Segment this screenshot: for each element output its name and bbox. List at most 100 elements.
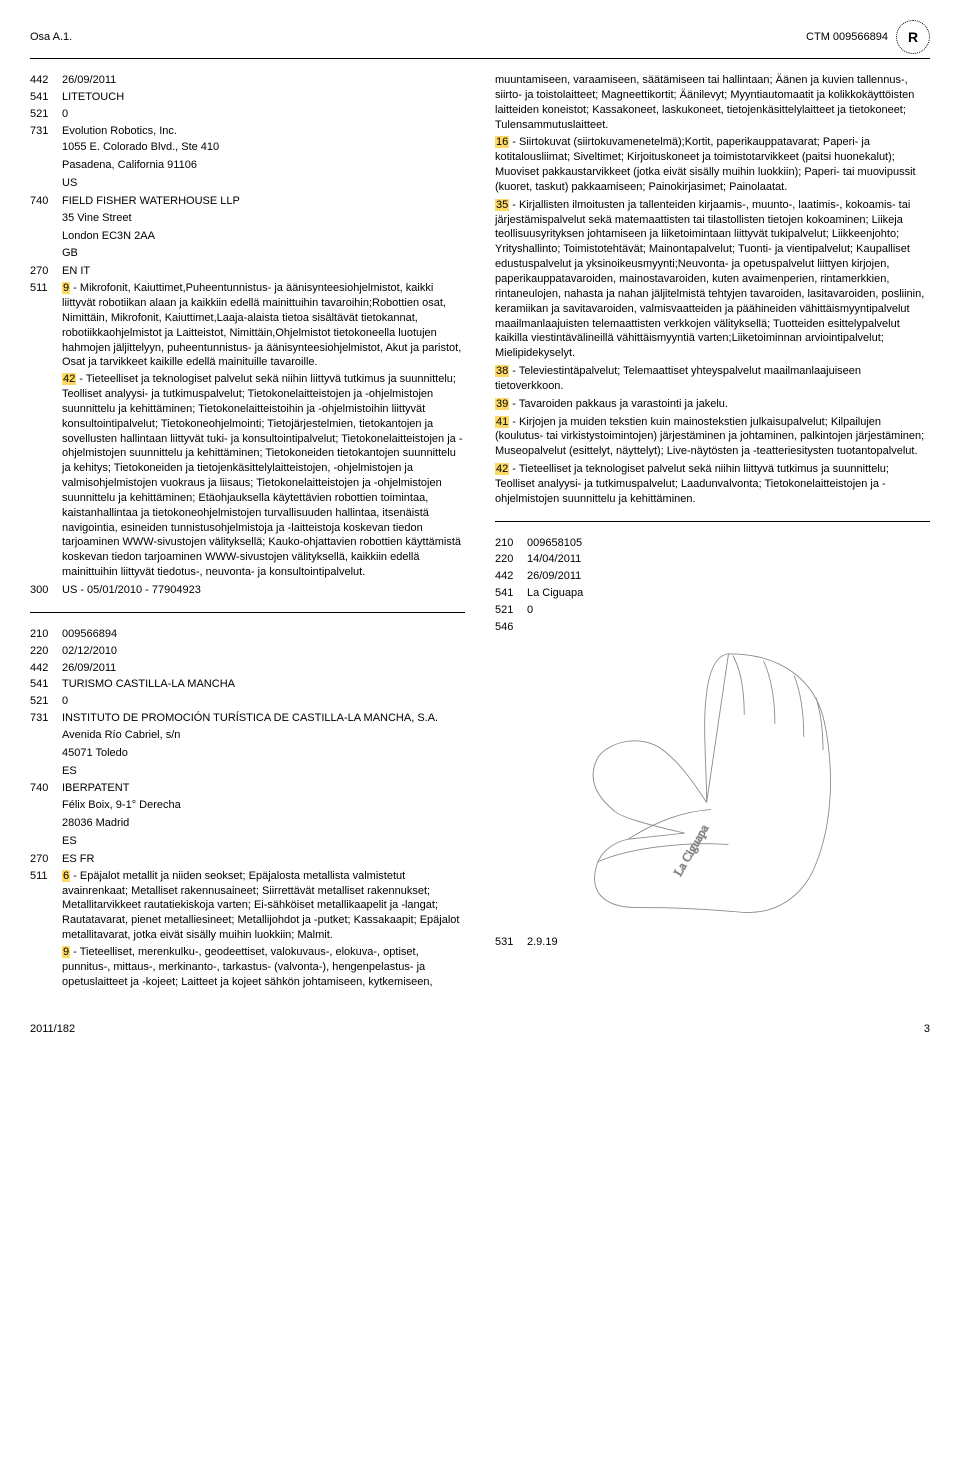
class-text: 42 - Tieteelliset ja teknologiset palvel… — [62, 372, 465, 580]
address-line: ES — [62, 764, 465, 779]
field-value: Evolution Robotics, Inc. — [62, 124, 465, 139]
field-value: 14/04/2011 — [527, 552, 930, 567]
field-value: 0 — [62, 694, 465, 709]
address-line: 45071 Toledo — [62, 746, 465, 761]
field-value: 26/09/2011 — [62, 73, 465, 88]
record-separator — [30, 612, 465, 613]
field-code: 521 — [30, 107, 62, 122]
field-code: 731 — [30, 124, 62, 139]
field-value — [527, 620, 930, 635]
class-number: 38 — [495, 365, 509, 377]
field-code: 521 — [30, 694, 62, 709]
content-columns: 44226/09/2011 541LITETOUCH 5210 731Evolu… — [30, 73, 930, 992]
class-text: 6 - Epäjalot metallit ja niiden seokset;… — [62, 869, 465, 943]
class-number: 9 — [62, 282, 70, 294]
field-code: 731 — [30, 711, 62, 726]
left-column: 44226/09/2011 541LITETOUCH 5210 731Evolu… — [30, 73, 465, 992]
address-line: US — [62, 176, 465, 191]
field-value: ES FR — [62, 852, 465, 867]
class-body: - Kirjojen ja muiden tekstien kuin maino… — [495, 416, 924, 458]
page-footer: 2011/182 3 — [30, 1022, 930, 1037]
header-left: Osa A.1. — [30, 30, 72, 45]
svg-text:La Ciguapa: La Ciguapa — [671, 821, 712, 878]
class-number: 35 — [495, 199, 509, 211]
field-value: US - 05/01/2010 - 77904923 — [62, 583, 465, 598]
field-code: 442 — [30, 73, 62, 88]
class-body: - Kirjallisten ilmoitusten ja tallenteid… — [495, 199, 924, 359]
address-line: Avenida Río Cabriel, s/n — [62, 728, 465, 743]
field-code: 442 — [495, 569, 527, 584]
field-value: 009566894 — [62, 627, 465, 642]
class-body: - Tavaroiden pakkaus ja varastointi ja j… — [509, 398, 728, 410]
class-body: - Televiestintäpalvelut; Telemaattiset y… — [495, 365, 861, 392]
field-value: LITETOUCH — [62, 90, 465, 105]
class-text: 35 - Kirjallisten ilmoitusten ja tallent… — [495, 198, 930, 361]
field-code: 531 — [495, 935, 527, 950]
field-code: 300 — [30, 583, 62, 598]
address-line: ES — [62, 834, 465, 849]
field-code: 220 — [495, 552, 527, 567]
header-right: CTM 009566894 — [806, 30, 888, 45]
record-separator — [495, 521, 930, 522]
field-code: 210 — [495, 536, 527, 551]
continuation-text: muuntamiseen, varaamiseen, säätämiseen t… — [495, 73, 930, 132]
address-line: Félix Boix, 9-1° Derecha — [62, 798, 465, 813]
right-column: muuntamiseen, varaamiseen, säätämiseen t… — [495, 73, 930, 992]
class-text: 16 - Siirtokuvat (siirtokuvamenetelmä);K… — [495, 135, 930, 194]
field-value: EN IT — [62, 264, 465, 279]
class-number: 39 — [495, 398, 509, 410]
field-value: TURISMO CASTILLA-LA MANCHA — [62, 677, 465, 692]
class-number: 41 — [495, 416, 509, 428]
field-value: INSTITUTO DE PROMOCIÓN TURÍSTICA DE CAST… — [62, 711, 465, 726]
class-body: - Tieteelliset ja teknologiset palvelut … — [495, 463, 889, 505]
field-code: 740 — [30, 194, 62, 209]
field-code: 210 — [30, 627, 62, 642]
field-value: 0 — [527, 603, 930, 618]
address-line: GB — [62, 246, 465, 261]
field-code: 511 — [30, 869, 62, 943]
address-line: Pasadena, California 91106 — [62, 158, 465, 173]
class-text: 42 - Tieteelliset ja teknologiset palvel… — [495, 462, 930, 507]
address-line: 1055 E. Colorado Blvd., Ste 410 — [62, 140, 465, 155]
class-body: - Epäjalot metallit ja niiden seokset; E… — [62, 870, 459, 941]
field-value: 26/09/2011 — [527, 569, 930, 584]
field-value: La Ciguapa — [527, 586, 930, 601]
footer-left: 2011/182 — [30, 1022, 75, 1037]
field-value: 02/12/2010 — [62, 644, 465, 659]
class-text: 41 - Kirjojen ja muiden tekstien kuin ma… — [495, 415, 930, 460]
field-value: IBERPATENT — [62, 781, 465, 796]
address-line: London EC3N 2AA — [62, 229, 465, 244]
field-code: 220 — [30, 644, 62, 659]
trademark-image: La Ciguapa — [527, 645, 930, 925]
class-number: 42 — [62, 373, 76, 385]
class-body: - Tieteelliset, merenkulku-, geodeettise… — [62, 946, 433, 988]
class-text: 9 - Tieteelliset, merenkulku-, geodeetti… — [62, 945, 465, 990]
header-right-group: CTM 009566894 R — [806, 20, 930, 54]
field-code: 541 — [30, 677, 62, 692]
field-value: 0 — [62, 107, 465, 122]
field-code: 270 — [30, 852, 62, 867]
class-number: 9 — [62, 946, 70, 958]
class-text: 39 - Tavaroiden pakkaus ja varastointi j… — [495, 397, 930, 412]
class-body: - Tieteelliset ja teknologiset palvelut … — [62, 373, 463, 578]
field-code: 270 — [30, 264, 62, 279]
field-code: 541 — [495, 586, 527, 601]
address-line: 35 Vine Street — [62, 211, 465, 226]
class-number: 16 — [495, 136, 509, 148]
field-value: 009658105 — [527, 536, 930, 551]
field-code: 740 — [30, 781, 62, 796]
footer-right: 3 — [924, 1022, 930, 1037]
field-code: 541 — [30, 90, 62, 105]
class-body: - Mikrofonit, Kaiuttimet,Puheentunnistus… — [62, 282, 461, 368]
class-body: - Siirtokuvat (siirtokuvamenetelmä);Kort… — [495, 136, 916, 193]
field-code: 546 — [495, 620, 527, 635]
logo-icon: R — [896, 20, 930, 54]
field-code: 511 — [30, 281, 62, 370]
page-header: Osa A.1. CTM 009566894 R — [30, 20, 930, 59]
field-code: 521 — [495, 603, 527, 618]
class-number: 42 — [495, 463, 509, 475]
class-text: 9 - Mikrofonit, Kaiuttimet,Puheentunnist… — [62, 281, 465, 370]
field-value: 26/09/2011 — [62, 661, 465, 676]
field-value: FIELD FISHER WATERHOUSE LLP — [62, 194, 465, 209]
class-text: 38 - Televiestintäpalvelut; Telemaattise… — [495, 364, 930, 394]
